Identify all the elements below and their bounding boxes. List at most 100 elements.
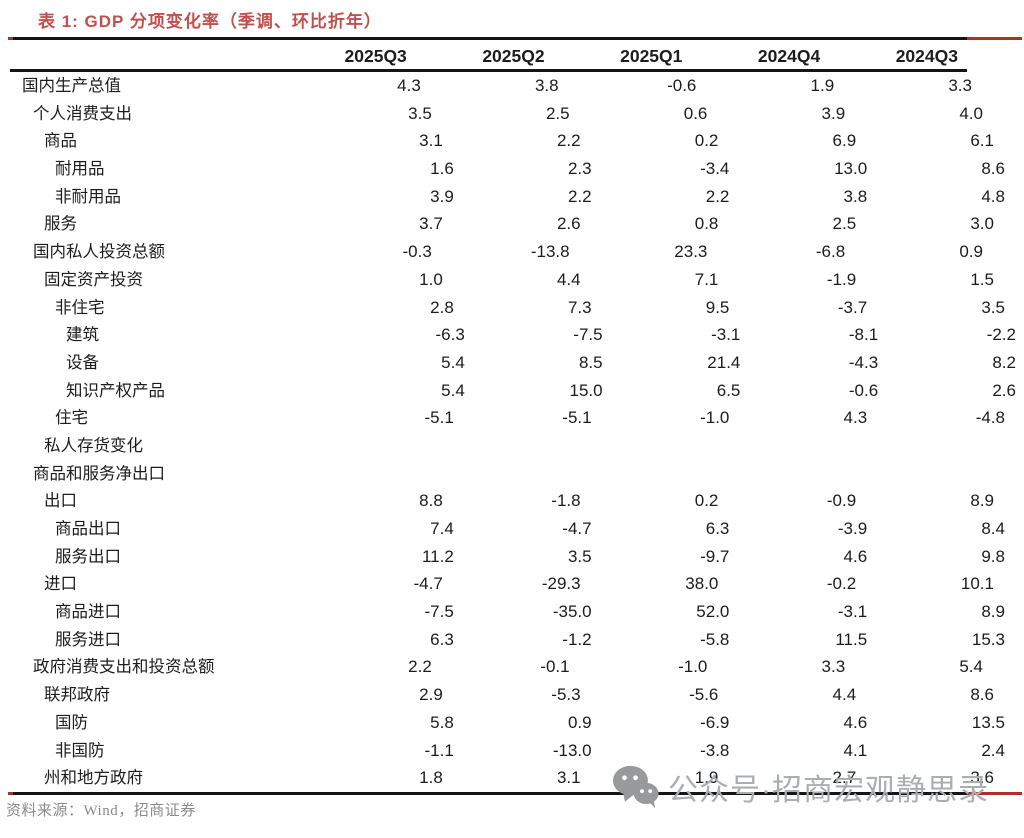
row-value: -7.5 (424, 602, 454, 622)
row-value (707, 460, 845, 488)
row-value: 2.5 (545, 103, 570, 123)
row-label: 耐用品 (55, 159, 105, 179)
row-label: 商品 (44, 131, 77, 151)
row-value: -9.7 (700, 546, 730, 566)
row-value: 7.3 (567, 297, 592, 317)
table-row: 进口 -4.7 -29.3 38.0 -0.2 10.1 (8, 570, 1022, 598)
row-value: 1.8 (419, 768, 443, 788)
table-row: 服务出口 11.2 3.5 -9.7 4.6 9.8 (8, 543, 1022, 571)
row-value: 4.3 (843, 408, 868, 428)
row-value: -0.6 (848, 380, 879, 400)
table-bottom-border (8, 791, 1022, 795)
row-value: -35.0 (552, 602, 592, 622)
row-value: 1.0 (419, 269, 443, 289)
table-row: 商品进口 -7.5 -35.0 52.0 -3.1 8.9 (8, 598, 1022, 626)
row-value: 1.5 (970, 269, 994, 289)
wechat-icon (613, 765, 659, 809)
row-value: 9.5 (705, 297, 730, 317)
row-value: 7.1 (694, 269, 719, 289)
row-value: -3.7 (837, 297, 868, 317)
table-row: 国内私人投资总额 -0.3 -13.8 23.3 -6.8 0.9 (8, 238, 1022, 266)
column-header-2025q3: 2025Q3 (344, 46, 407, 66)
column-header-2024q4: 2024Q4 (757, 46, 821, 66)
table-row: 知识产权产品 5.4 15.0 6.5 -0.6 2.6 (8, 377, 1022, 405)
row-value: 5.4 (441, 352, 465, 372)
row-value: 2.2 (556, 131, 581, 151)
row-value: 2.6 (992, 380, 1016, 400)
row-value (294, 460, 432, 488)
row-value (718, 432, 856, 460)
row-value (570, 460, 708, 488)
table-row: 政府消费支出和投资总额 2.2 -0.1 -1.0 3.3 5.4 (8, 653, 1022, 681)
row-label: 政府消费支出和投资总额 (33, 657, 215, 677)
row-label: 商品和服务净出口 (33, 463, 165, 483)
row-value: 1.6 (430, 159, 454, 179)
row-label: 知识产权产品 (66, 380, 165, 400)
row-value: 3.6 (970, 768, 994, 788)
row-value: -1.9 (826, 269, 857, 289)
table-row: 非耐用品 3.9 2.2 2.2 3.8 4.8 (8, 183, 1022, 211)
row-value (856, 432, 994, 460)
row-label: 个人消费支出 (33, 103, 132, 123)
row-value: -1.0 (700, 408, 730, 428)
row-value: -1.0 (678, 657, 708, 677)
row-value: -6.8 (815, 242, 846, 262)
row-value: 3.7 (419, 214, 443, 234)
source-note: 资料来源：Wind，招商证券 (6, 803, 196, 819)
row-value: 3.0 (970, 214, 994, 234)
row-value: 2.8 (430, 297, 454, 317)
row-value: 4.6 (843, 712, 868, 732)
row-value: 0.2 (694, 491, 719, 511)
row-value: 13.0 (834, 159, 868, 179)
row-value: 3.3 (821, 657, 846, 677)
row-value: 2.6 (556, 214, 581, 234)
table-row: 商品 3.1 2.2 0.2 6.9 6.1 (8, 127, 1022, 155)
table-row: 设备 5.4 8.5 21.4 -4.3 8.2 (8, 349, 1022, 377)
row-value: 4.6 (843, 546, 868, 566)
row-value: 8.5 (578, 352, 603, 372)
row-value: 3.1 (419, 131, 443, 151)
row-value: -7.5 (573, 325, 603, 345)
row-value: 0.9 (567, 712, 592, 732)
row-value: -1.1 (424, 740, 454, 760)
row-label: 建筑 (66, 325, 99, 345)
row-value: 4.1 (843, 740, 868, 760)
row-label: 国内生产总值 (22, 76, 121, 95)
row-value (432, 460, 570, 488)
row-value: -0.3 (402, 242, 432, 262)
row-value: -2.2 (986, 325, 1016, 345)
row-value: -13.0 (552, 740, 592, 760)
row-value (443, 432, 581, 460)
row-value: 2.3 (567, 159, 592, 179)
header-underline (10, 69, 968, 72)
row-label: 出口 (44, 491, 77, 511)
row-label: 州和地方政府 (44, 768, 143, 788)
table-top-border (8, 37, 1022, 40)
table-row: 个人消费支出 3.5 2.5 0.6 3.9 4.0 (8, 100, 1022, 128)
row-value: -0.6 (667, 76, 697, 95)
row-value: 3.8 (534, 76, 559, 95)
row-label: 住宅 (55, 408, 88, 428)
row-value: 2.2 (705, 186, 730, 206)
row-value: 11.5 (835, 629, 868, 649)
row-value: 3.5 (981, 297, 1005, 317)
row-value: 4.4 (556, 269, 581, 289)
column-header-2025q2: 2025Q2 (482, 46, 545, 66)
row-value: 3.9 (821, 103, 846, 123)
row-value: 15.0 (569, 380, 603, 400)
row-value: 9.8 (981, 546, 1005, 566)
row-value: 3.1 (556, 768, 581, 788)
table-row: 耐用品 1.6 2.3 -3.4 13.0 8.6 (8, 155, 1022, 183)
row-value: 6.9 (832, 131, 857, 151)
row-value: -5.1 (562, 408, 592, 428)
row-value: 2.7 (832, 768, 857, 788)
row-value: 5.8 (430, 712, 454, 732)
row-label: 服务进口 (55, 629, 121, 649)
row-value: 0.6 (683, 103, 708, 123)
row-value: -3.1 (837, 602, 868, 622)
row-value: 2.2 (567, 186, 592, 206)
row-value: -5.3 (551, 685, 581, 705)
row-value: 4.0 (959, 103, 983, 123)
table-row: 州和地方政府 1.8 3.1 1.9 2.7 3.6 (8, 764, 1022, 792)
